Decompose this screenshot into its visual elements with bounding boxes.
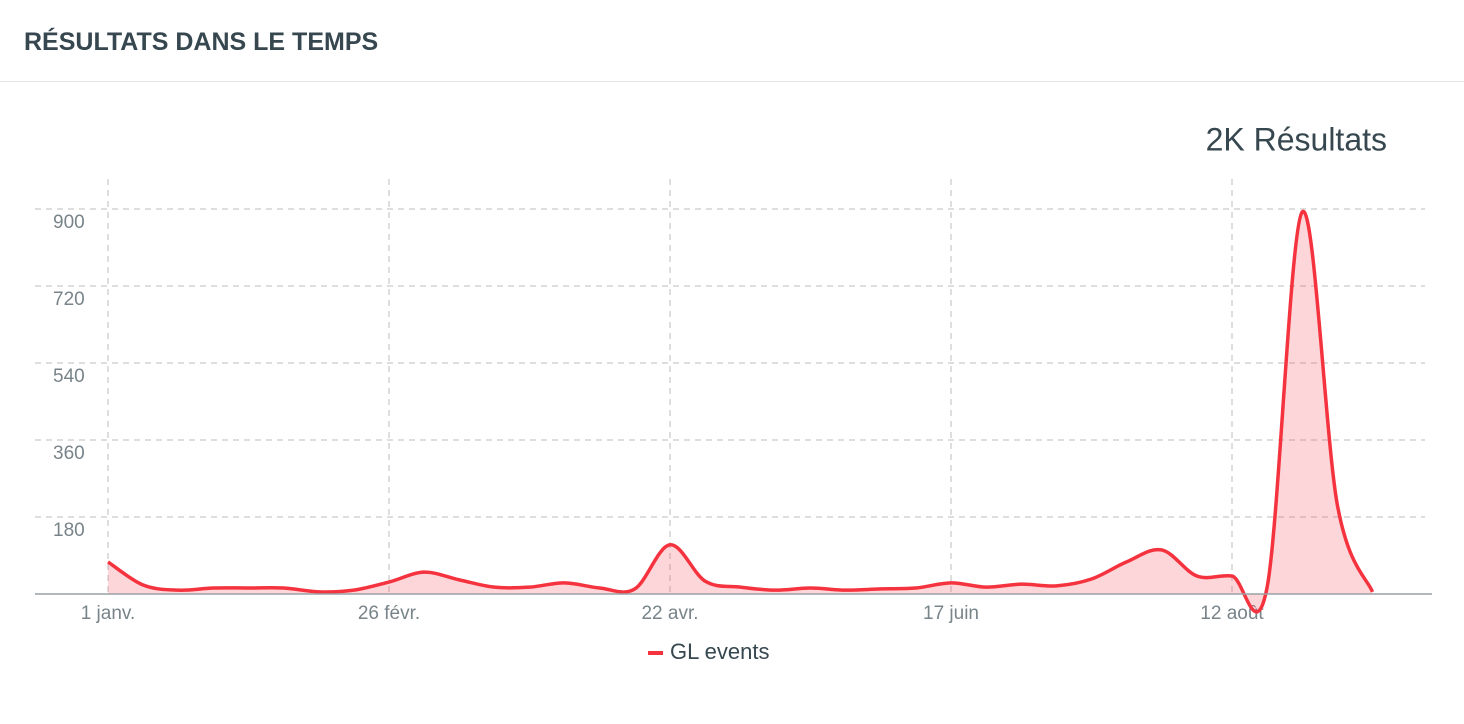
y-tick-label: 360: [53, 443, 85, 464]
legend-label: GL events: [670, 639, 769, 664]
x-tick-label: 12 août: [1200, 603, 1264, 624]
y-tick-label: 720: [53, 289, 85, 310]
x-tick-label: 26 févr.: [358, 603, 420, 624]
x-tick-label: 1 janv.: [81, 603, 136, 624]
y-tick-label: 180: [53, 520, 85, 541]
x-tick-label: 17 juin: [923, 603, 979, 624]
x-tick-label: 22 avr.: [641, 603, 698, 624]
line: [107, 210, 1375, 614]
area: [108, 211, 1373, 612]
y-tick-label: 900: [53, 212, 85, 233]
header: RÉSULTATS DANS LE TEMPS: [0, 0, 1464, 82]
y-tick-label: 540: [53, 366, 85, 387]
widget-title: RÉSULTATS DANS LE TEMPS: [24, 28, 379, 56]
total-label: 2K Résultats: [1206, 121, 1387, 157]
